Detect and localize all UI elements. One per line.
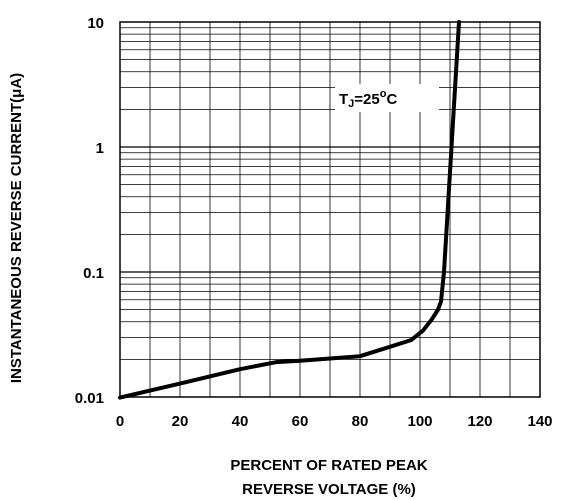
x-tick-label: 120 <box>467 413 492 430</box>
x-tick-label: 100 <box>407 413 432 430</box>
x-axis-title-line2: REVERSE VOLTAGE (%) <box>242 481 416 498</box>
x-tick-label: 0 <box>116 413 124 430</box>
annotation-box: TJ=25oC <box>335 84 439 112</box>
grid <box>120 22 540 397</box>
y-tick-label: 1 <box>96 140 104 157</box>
x-tick-label: 20 <box>172 413 189 430</box>
y-tick-label: 10 <box>87 15 104 32</box>
x-axis-title-line1: PERCENT OF RATED PEAK <box>230 457 427 474</box>
y-tick-label: 0.1 <box>83 265 104 282</box>
x-tick-label: 40 <box>232 413 249 430</box>
annotation-label: TJ=25oC <box>339 88 397 110</box>
y-axis-title: INSTANTANEOUS REVERSE CURRENT(μA) <box>8 73 25 383</box>
y-tick-label: 0.01 <box>75 390 104 407</box>
x-tick-label: 140 <box>527 413 552 430</box>
x-tick-label: 80 <box>352 413 369 430</box>
plot-frame <box>119 21 541 398</box>
tick-labels: 0 20 40 60 80 100 120 140 0.01 0.1 1 10 <box>75 15 553 430</box>
x-tick-label: 60 <box>292 413 309 430</box>
series-line <box>118 20 461 400</box>
